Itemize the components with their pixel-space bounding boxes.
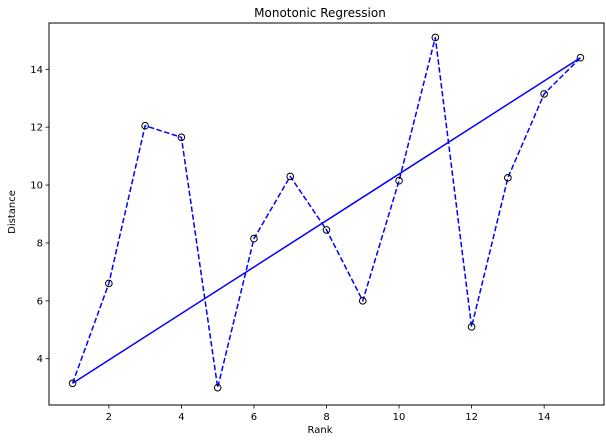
regression-line — [72, 57, 581, 384]
x-tick-label: 6 — [251, 412, 257, 423]
y-tick-label: 14 — [30, 65, 43, 76]
x-tick-label: 2 — [106, 412, 112, 423]
y-axis-label: Distance — [7, 190, 18, 234]
data-point-marker — [322, 226, 331, 234]
x-tick-label: 12 — [465, 412, 478, 423]
x-tick-label: 14 — [538, 412, 551, 423]
y-tick-label: 8 — [37, 238, 43, 249]
data-point-marker — [576, 53, 585, 62]
data-point-marker — [68, 379, 77, 388]
x-tick-label: 8 — [323, 412, 329, 423]
chart-title: Monotonic Regression — [254, 6, 386, 20]
y-tick-label: 6 — [37, 296, 43, 307]
x-axis-label: Rank — [308, 425, 333, 436]
data-point-marker — [141, 121, 149, 130]
data-point-marker — [177, 133, 186, 142]
data-point-marker — [250, 234, 258, 243]
plot-area: 2 4 6 8 10 12 14 4 6 8 10 12 14 — [30, 22, 605, 423]
y-tick-label: 12 — [30, 123, 43, 134]
x-tick-label: 4 — [178, 412, 184, 423]
data-point-marker — [213, 383, 222, 392]
data-point-marker — [105, 279, 113, 288]
data-point-marker — [467, 323, 476, 331]
data-point-marker — [286, 172, 295, 181]
data-point-marker — [431, 33, 440, 42]
x-tick-label: 10 — [393, 412, 406, 423]
data-series-line — [71, 36, 581, 389]
data-point-marker — [358, 297, 367, 305]
y-tick-label: 10 — [30, 181, 43, 192]
data-point-marker — [504, 174, 512, 182]
data-point-marker — [395, 176, 403, 185]
data-point-marker — [540, 90, 548, 98]
y-tick-label: 4 — [37, 354, 43, 365]
